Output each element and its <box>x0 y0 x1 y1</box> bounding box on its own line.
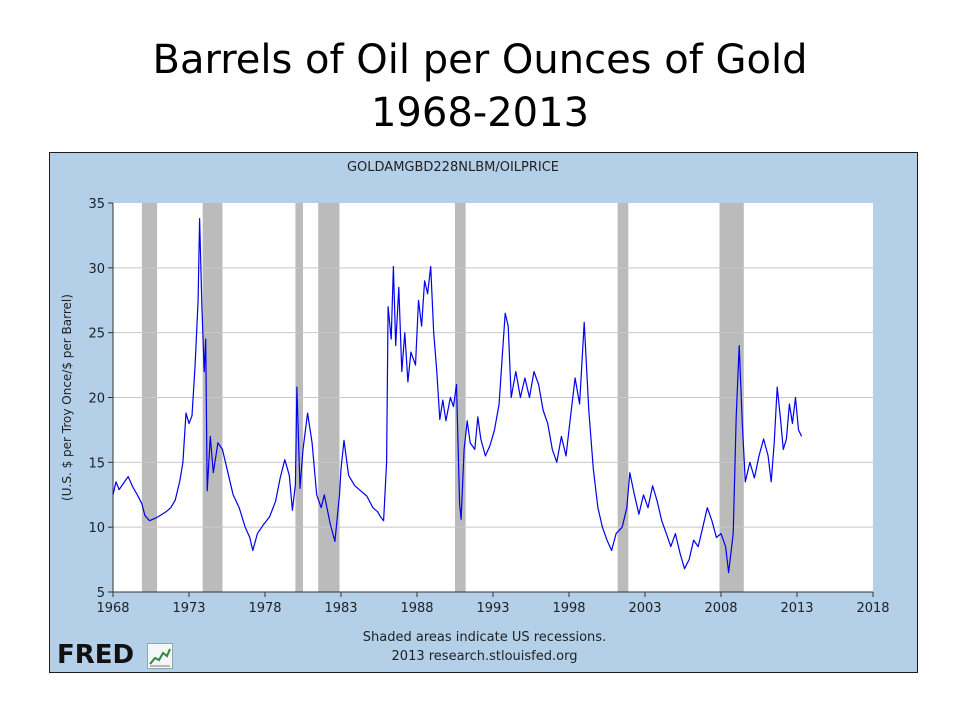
x-tick-label: 2008 <box>704 601 737 616</box>
y-tick-label: 15 <box>88 456 105 471</box>
recession-note: Shaded areas indicate US recessions. <box>362 630 607 645</box>
x-tick-label: 2003 <box>628 601 661 616</box>
y-axis-label: (U.S. $ per Troy Once/$ per Barrel) <box>60 294 74 501</box>
y-tick-label: 10 <box>88 521 105 536</box>
x-tick-label: 1968 <box>96 601 129 616</box>
slide-title: Barrels of Oil per Ounces of Gold 1968-2… <box>0 34 960 140</box>
y-tick-label: 35 <box>88 197 105 212</box>
slide-title-line-2: 1968-2013 <box>370 90 590 136</box>
slide-title-line-1: Barrels of Oil per Ounces of Gold <box>152 37 808 83</box>
x-tick-label: 1978 <box>248 601 281 616</box>
y-tick-label: 20 <box>88 392 105 407</box>
series-line <box>112 217 803 574</box>
x-tick-label: 1988 <box>400 601 433 616</box>
source-note: 2013 research.stlouisfed.org <box>391 649 578 664</box>
chart-panel: 5 10 15 20 25 30 35 1968 1973 1978 1983 1988 1993 199… <box>49 152 918 673</box>
fred-logo: FRED <box>57 641 187 669</box>
sparkline-icon <box>147 643 173 669</box>
x-tick-label: 1973 <box>172 601 205 616</box>
x-tick-label: 1998 <box>552 601 585 616</box>
y-tick-label: 30 <box>88 262 105 277</box>
x-tick-label: 2013 <box>780 601 813 616</box>
x-tick-label: 2018 <box>856 601 889 616</box>
x-tick-label: 1993 <box>476 601 509 616</box>
y-tick-label: 5 <box>97 586 105 601</box>
chart-title: GOLDAMGBD228NLBM/OILPRICE <box>347 160 559 175</box>
y-tick-label: 25 <box>88 327 105 342</box>
line-chart: 5 10 15 20 25 30 35 1968 1973 1978 1983 1988 1993 199… <box>60 160 890 616</box>
x-tick-label: 1983 <box>324 601 357 616</box>
fred-logo-text: FRED <box>57 640 135 670</box>
